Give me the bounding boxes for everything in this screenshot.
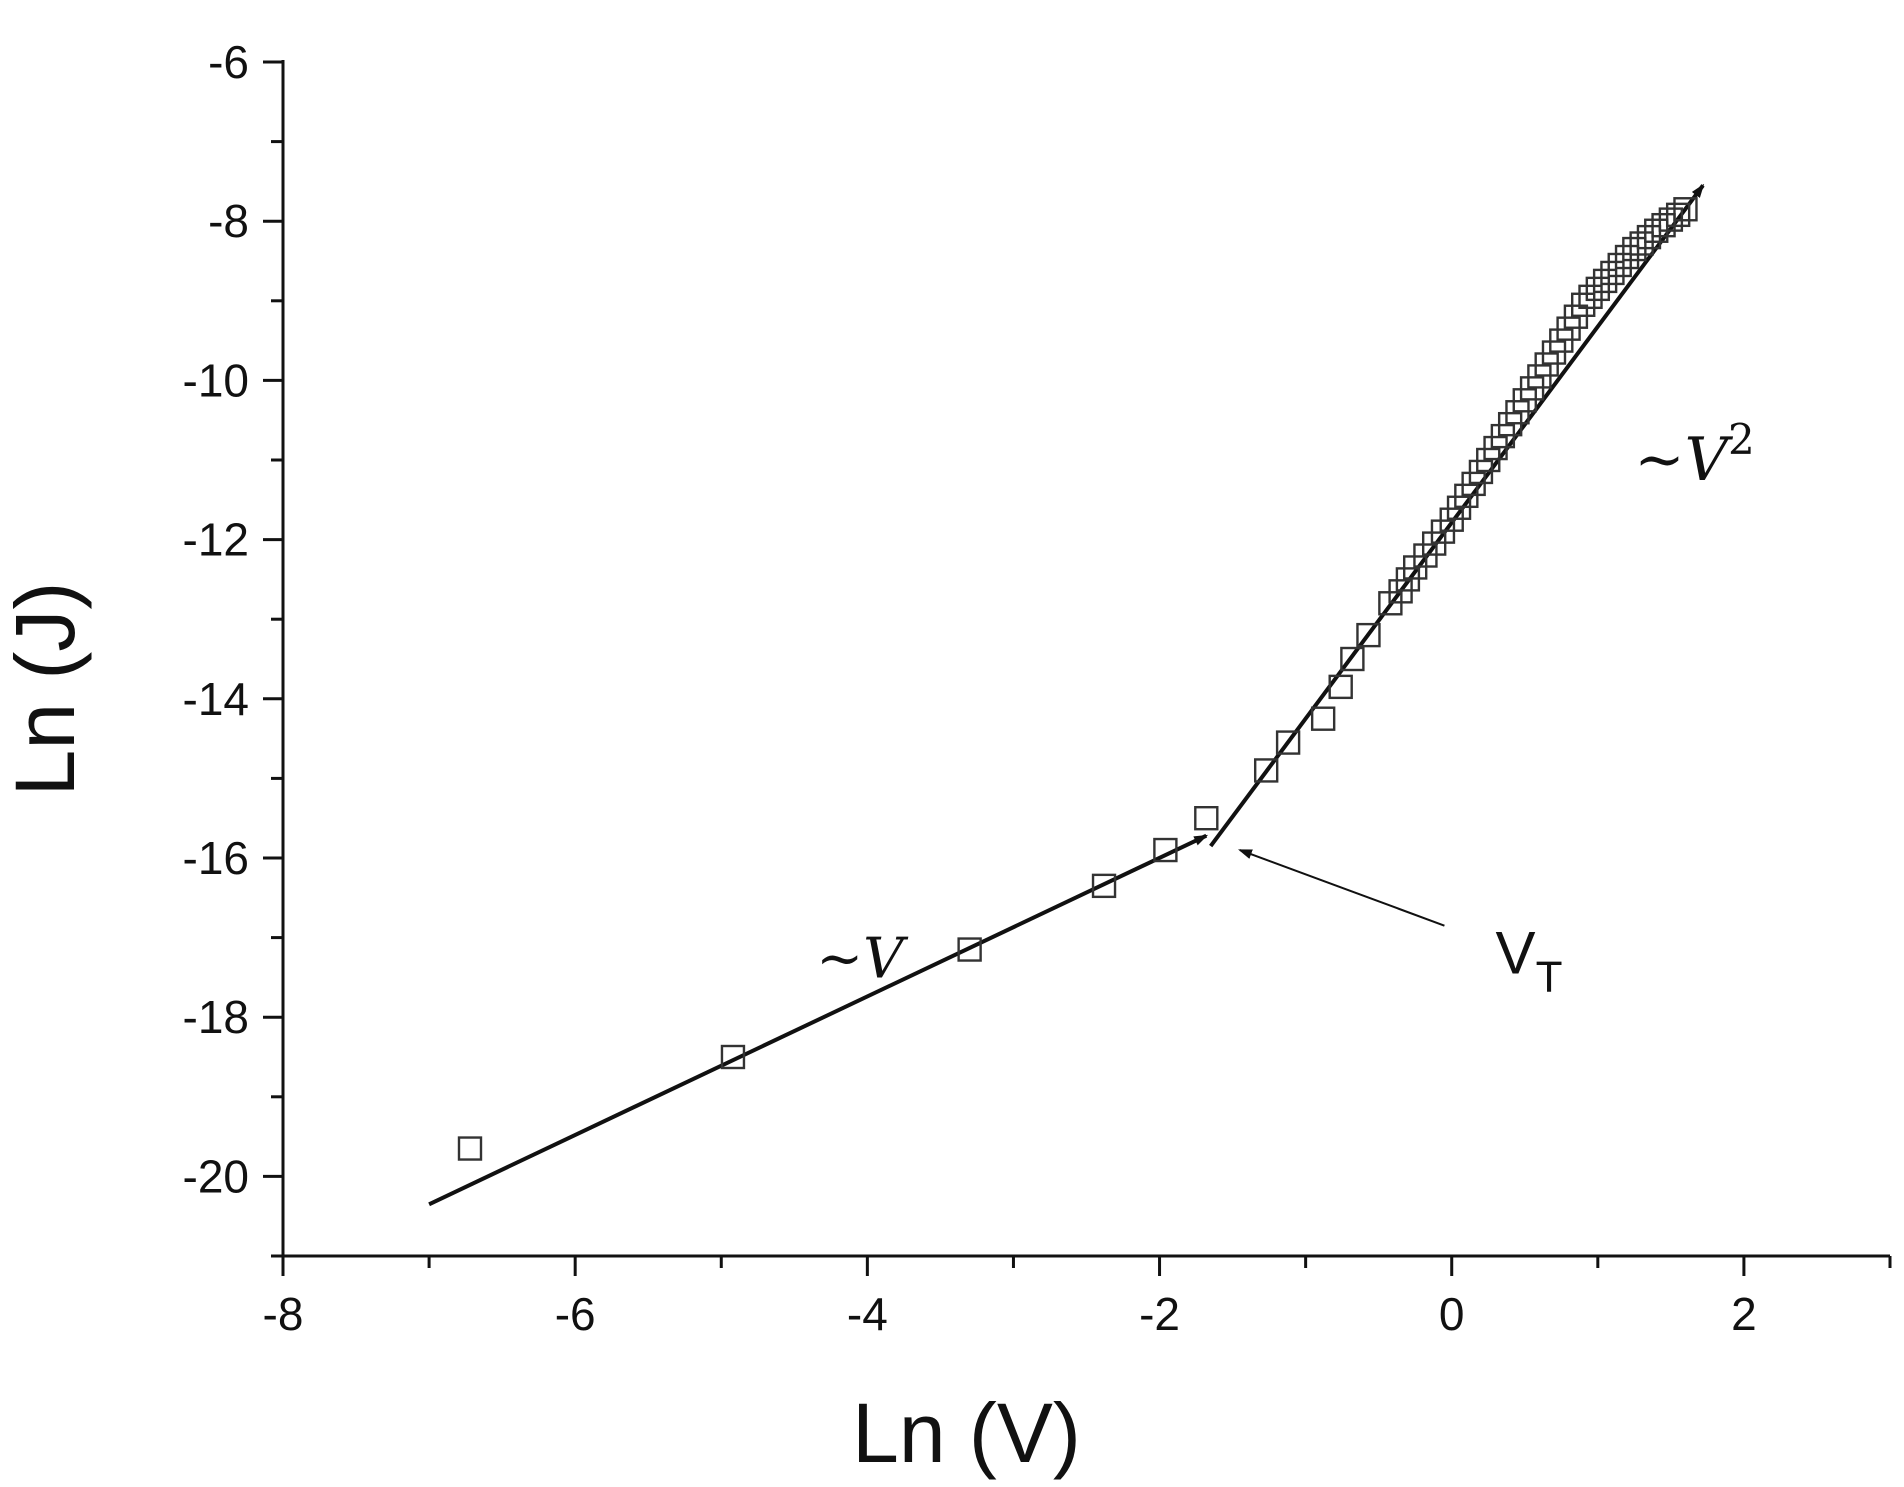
- data-point: [1629, 231, 1654, 256]
- square-fit-line: [1209, 183, 1705, 848]
- x-tick-label: -4: [847, 1288, 888, 1340]
- x-axis-label: Ln (V): [852, 1386, 1081, 1480]
- data-point: [1614, 244, 1640, 270]
- fit-lines: [428, 183, 1705, 1207]
- y-tick-label: -6: [208, 36, 249, 88]
- annotations: [1238, 849, 1445, 927]
- threshold-voltage-label-sub: T: [1536, 952, 1563, 1001]
- data-point: [1091, 873, 1117, 899]
- data-point: [1253, 758, 1279, 783]
- data-point: [1571, 292, 1596, 317]
- data-point: [957, 937, 982, 962]
- y-tick-label: -20: [183, 1150, 249, 1202]
- x-tick-label: -6: [555, 1288, 596, 1340]
- data-point: [1673, 197, 1698, 222]
- data-point: [720, 1044, 746, 1070]
- y-axis-label: Ln (J): [0, 582, 92, 797]
- threshold-voltage-label: VT: [1496, 919, 1563, 1001]
- square-regime-label: ~V2: [1634, 415, 1754, 495]
- data-point: [1578, 284, 1603, 310]
- data-point: [1310, 706, 1336, 731]
- data-point: [457, 1136, 483, 1161]
- data-point: [1585, 276, 1611, 302]
- square-regime-label-exponent: 2: [1728, 415, 1755, 464]
- y-tick-label: -18: [183, 991, 249, 1043]
- linear-regime-label: ~V: [816, 926, 909, 991]
- data-point: [1194, 806, 1219, 831]
- data-point: [1600, 260, 1625, 286]
- y-tick-label: -12: [183, 514, 249, 566]
- data-point: [1356, 622, 1381, 648]
- data-point: [1607, 252, 1632, 278]
- linear-fit-line: [428, 833, 1209, 1207]
- y-tick-label: -16: [183, 832, 249, 884]
- data-point: [1153, 837, 1178, 863]
- square-regime-label-base: ~V: [1634, 425, 1733, 495]
- data-points: [457, 197, 1698, 1161]
- y-tick-label: -14: [183, 673, 249, 725]
- axes: -8 -6 -4 -2 0 2-6-8-10-12-14-16-18-20: [183, 36, 1892, 1340]
- x-tick-label: -8: [263, 1288, 304, 1340]
- threshold-voltage-label-main: V: [1496, 919, 1536, 986]
- y-tick-label: -10: [183, 354, 249, 406]
- y-tick-label: -8: [208, 195, 249, 247]
- data-point: [1340, 646, 1365, 672]
- data-point: [1665, 202, 1691, 228]
- x-tick-label: 0: [1439, 1288, 1465, 1340]
- x-tick-label: -2: [1139, 1288, 1180, 1340]
- x-tick-label: 2: [1731, 1288, 1757, 1340]
- data-point: [1275, 730, 1301, 755]
- data-point: [1592, 268, 1618, 294]
- data-point: [1328, 674, 1353, 700]
- threshold-arrow: [1238, 849, 1445, 927]
